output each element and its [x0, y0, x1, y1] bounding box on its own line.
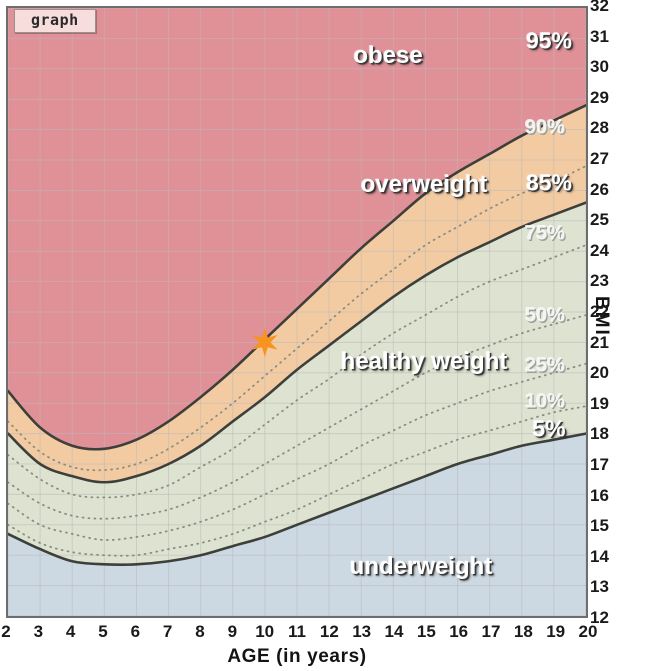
plot-area — [6, 6, 588, 618]
x-axis-ticks: 2 3 4 5 6 7 8 9 10 11 12 13 14 15 16 17 18 19 20 — [0, 622, 647, 646]
y-axis-ticks: 32 31 30 29 28 27 26 25 24 23 22 21 20 19 18 17 16 15 14 13… — [590, 0, 620, 671]
x-tick-20: 20 — [578, 622, 598, 641]
chart-canvas — [8, 8, 586, 616]
percentile-boundary-5 — [8, 432, 586, 566]
x-tick-2: 2 — [1, 622, 11, 641]
x-tick-10: 10 — [255, 622, 275, 641]
percentile-boundary-95 — [8, 103, 586, 451]
x-tick-15: 15 — [416, 622, 436, 641]
y-tick-32: 32 — [590, 0, 609, 15]
x-tick-6: 6 — [130, 622, 141, 641]
y-tick-18: 18 — [590, 424, 609, 444]
x-tick-19: 19 — [546, 622, 566, 641]
percentile-curve-90 — [8, 165, 586, 472]
x-tick-3: 3 — [33, 622, 44, 641]
y-tick-17: 17 — [590, 455, 609, 474]
y-tick-22: 22 — [590, 302, 609, 321]
region-overweight — [8, 105, 586, 483]
x-tick-17: 17 — [481, 622, 501, 641]
x-tick-13: 13 — [352, 622, 372, 641]
y-tick-27: 27 — [590, 149, 609, 168]
x-tick-16: 16 — [449, 622, 469, 641]
x-tick-18: 18 — [513, 622, 533, 641]
y-tick-13: 13 — [590, 577, 609, 597]
percentile-boundary-85 — [8, 201, 586, 484]
y-tick-19: 19 — [590, 393, 609, 413]
y-tick-29: 29 — [590, 87, 609, 107]
plotted-point-star-marker — [252, 327, 278, 358]
y-tick-24: 24 — [590, 240, 609, 260]
y-tick-20: 20 — [590, 363, 609, 383]
y-tick-31: 31 — [590, 26, 609, 46]
graph-badge[interactable]: graph — [14, 9, 96, 33]
y-tick-16: 16 — [590, 485, 609, 505]
y-tick-30: 30 — [590, 57, 609, 77]
x-tick-9: 9 — [227, 622, 238, 641]
y-tick-26: 26 — [590, 179, 609, 199]
y-tick-25: 25 — [590, 210, 609, 230]
x-tick-8: 8 — [195, 622, 205, 641]
y-tick-12: 12 — [590, 608, 609, 627]
percentile-curve-50 — [8, 314, 586, 520]
gridlines — [8, 8, 586, 616]
x-tick-14: 14 — [384, 622, 404, 641]
x-tick-12: 12 — [319, 622, 339, 641]
y-tick-21: 21 — [590, 332, 609, 352]
y-tick-15: 15 — [590, 516, 609, 536]
y-tick-14: 14 — [590, 546, 609, 566]
y-tick-23: 23 — [590, 271, 609, 291]
y-tick-28: 28 — [590, 118, 609, 138]
percentile-curve-10 — [8, 405, 586, 557]
x-axis-title: AGE (in years) — [227, 646, 367, 667]
percentile-curve-75 — [8, 244, 586, 499]
x-tick-7: 7 — [162, 622, 173, 641]
x-tick-5: 5 — [98, 622, 108, 641]
x-tick-4: 4 — [65, 622, 76, 641]
x-tick-11: 11 — [288, 622, 306, 641]
